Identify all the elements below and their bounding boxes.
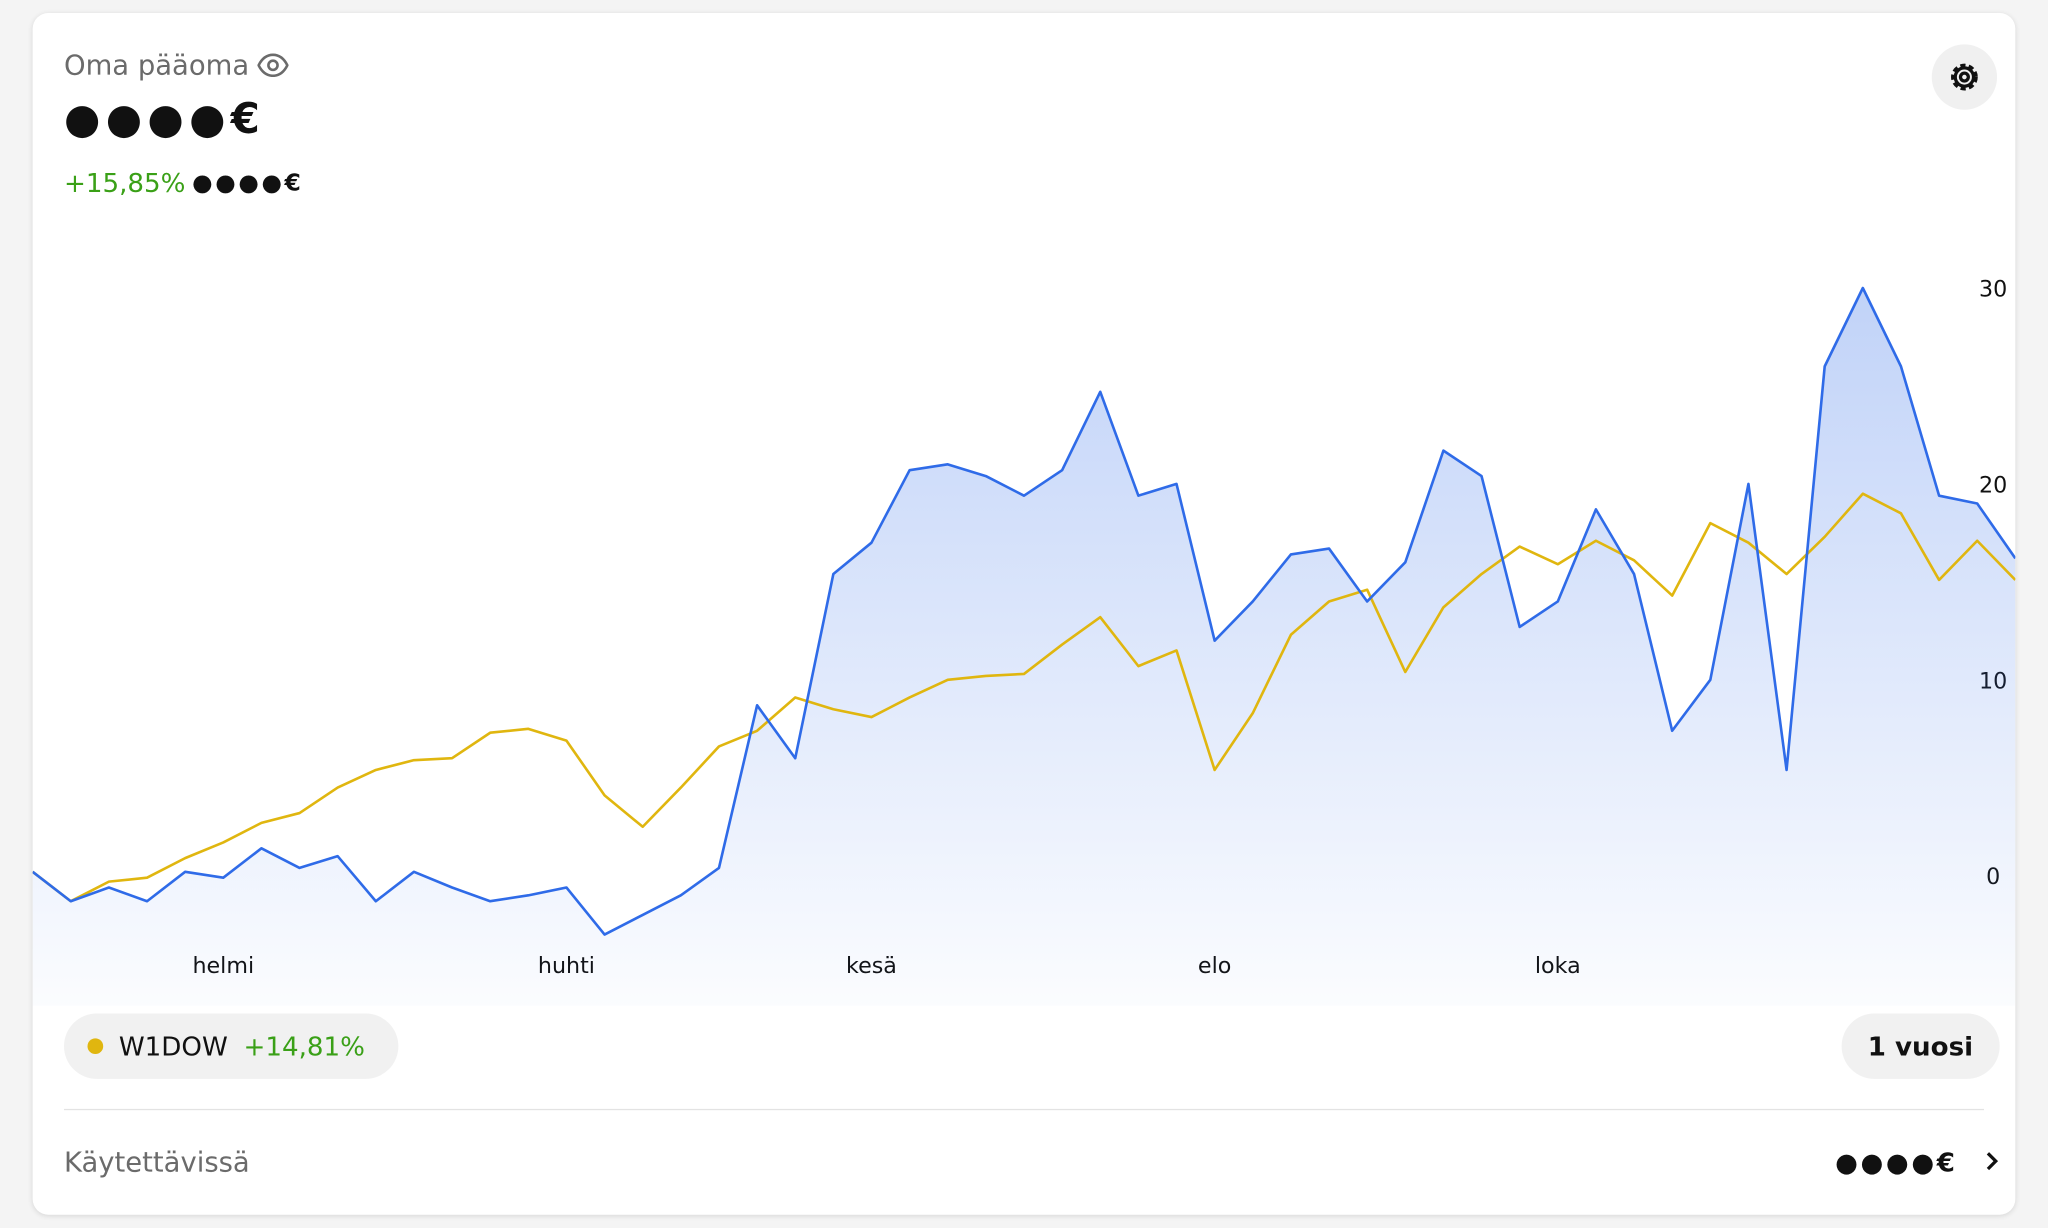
legend-label: W1DOW (118, 1030, 228, 1062)
title: Oma pääoma (64, 50, 290, 81)
benchmark-change: +14,81% (243, 1030, 365, 1062)
series-line (32, 286, 2016, 936)
area (32, 287, 2016, 1006)
available-label: Käytettävissä (63, 1146, 250, 1179)
available-value[interactable]: ●●●●€ (1835, 1147, 2000, 1178)
balance: ●●●●€ (63, 94, 266, 144)
available-amount: ●●●●€ (1835, 1146, 1958, 1179)
eye-icon[interactable] (257, 53, 290, 78)
y-tick-label: 30 (1979, 276, 2007, 302)
settings-button[interactable] (1931, 44, 1998, 110)
series-line (32, 492, 2016, 903)
separator (63, 1108, 1984, 1111)
chart: 0102030helmihuhtikesäeloloka (32, 276, 2016, 1006)
legend-dot (87, 1038, 104, 1055)
change-amount: ●●●●€ (191, 169, 304, 198)
gear-icon (1951, 63, 1978, 91)
y-tick-label: 20 (1979, 472, 2007, 498)
period-button[interactable]: 1 vuosi (1841, 1013, 2000, 1079)
chevron (1986, 1152, 1998, 1171)
change-percent: +15,85% (63, 167, 186, 199)
benchmark-legend[interactable]: W1DOW +14,81% (63, 1013, 399, 1079)
portfolio-card: 0102030helmihuhtikesäeloloka Oma pääoma … (32, 13, 2016, 1215)
